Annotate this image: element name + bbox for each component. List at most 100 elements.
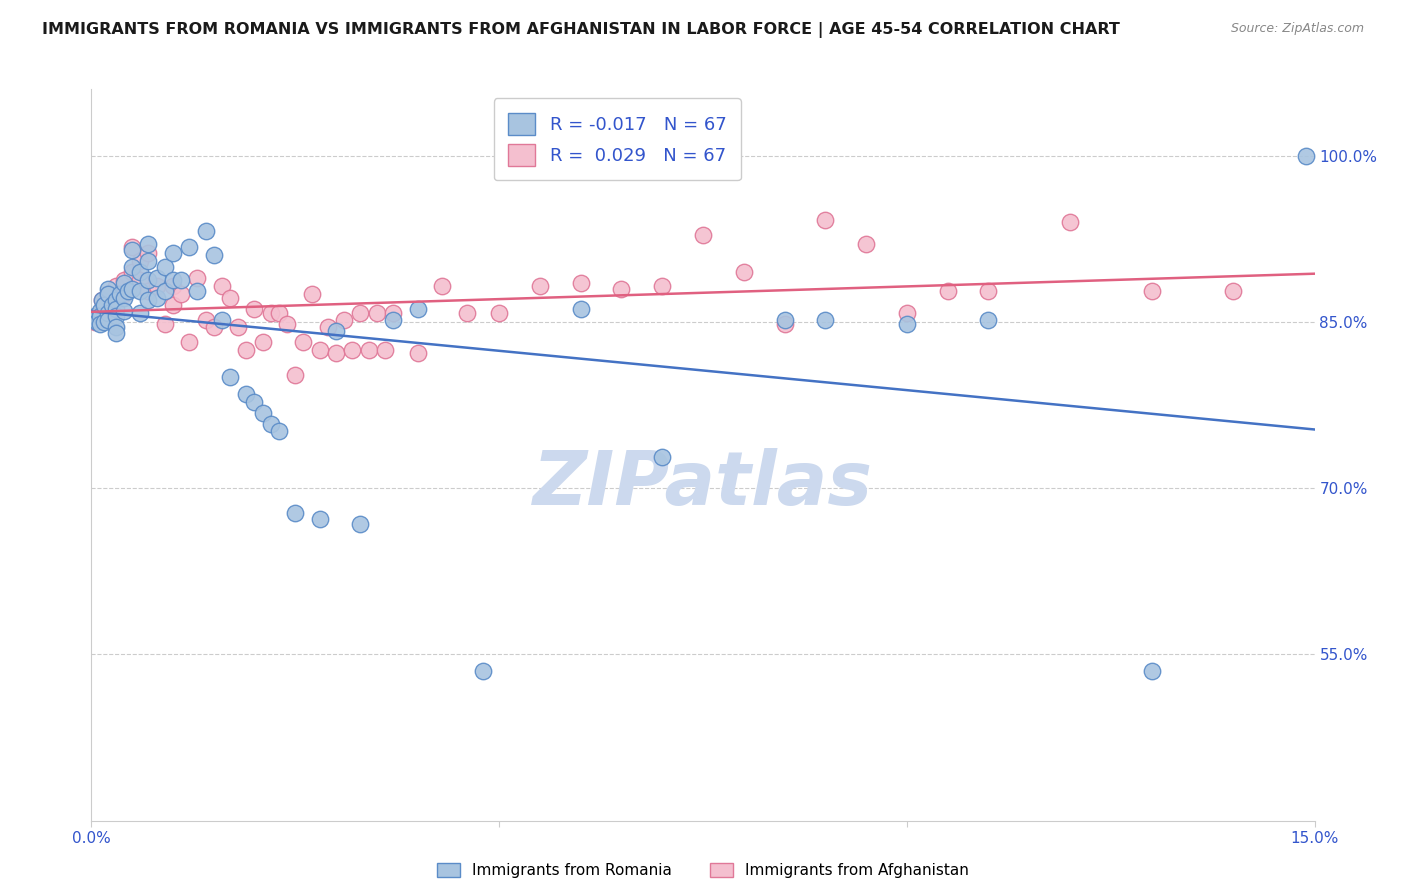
Point [138, 273, 160, 287]
Point [301, 287, 323, 301]
Point [692, 228, 714, 243]
Text: ZIPatlas: ZIPatlas [533, 448, 873, 521]
Point [104, 326, 127, 340]
Point [651, 450, 673, 464]
Point [252, 406, 274, 420]
Point [235, 387, 257, 401]
Legend: Immigrants from Romania, Immigrants from Afghanistan: Immigrants from Romania, Immigrants from… [430, 857, 976, 884]
Point [170, 287, 193, 301]
Point [84, 310, 107, 324]
Point [733, 265, 755, 279]
Point [121, 243, 143, 257]
Point [252, 334, 274, 349]
Point [325, 346, 347, 360]
Point [145, 279, 167, 293]
Point [145, 270, 167, 285]
Point [93, 298, 115, 312]
Point [260, 306, 283, 320]
Point [773, 317, 796, 331]
Point [121, 265, 143, 279]
Point [104, 310, 127, 324]
Point [308, 512, 330, 526]
Point [773, 312, 796, 326]
Point [162, 273, 184, 287]
Point [104, 279, 127, 293]
Point [374, 343, 396, 357]
Point [276, 317, 298, 331]
Point [292, 334, 315, 349]
Point [89, 310, 111, 324]
Point [382, 306, 405, 320]
Point [89, 303, 111, 318]
Point [138, 237, 160, 252]
Point [488, 306, 510, 320]
Point [138, 293, 160, 307]
Point [89, 306, 111, 320]
Point [333, 312, 356, 326]
Point [104, 293, 127, 307]
Point [651, 279, 673, 293]
Point [211, 279, 233, 293]
Point [226, 320, 249, 334]
Point [97, 287, 120, 301]
Point [179, 239, 201, 253]
Point [162, 246, 184, 260]
Point [284, 506, 307, 520]
Point [97, 287, 120, 301]
Point [138, 246, 160, 260]
Point [569, 276, 592, 290]
Point [129, 254, 152, 268]
Point [267, 424, 290, 438]
Point [814, 312, 837, 326]
Point [1059, 215, 1081, 229]
Point [121, 239, 143, 253]
Point [129, 265, 152, 279]
Point [430, 279, 453, 293]
Point [89, 317, 111, 331]
Point [129, 306, 152, 320]
Point [170, 273, 193, 287]
Point [104, 293, 127, 307]
Point [101, 298, 124, 312]
Point [342, 343, 364, 357]
Point [97, 306, 120, 320]
Point [406, 346, 429, 360]
Point [456, 306, 478, 320]
Point [349, 516, 371, 531]
Point [162, 279, 184, 293]
Point [357, 343, 380, 357]
Point [138, 284, 160, 298]
Point [1140, 664, 1163, 678]
Point [896, 306, 918, 320]
Point [325, 324, 347, 338]
Point [104, 320, 127, 334]
Point [382, 312, 405, 326]
Point [349, 306, 371, 320]
Point [97, 312, 120, 326]
Point [162, 298, 184, 312]
Point [936, 284, 959, 298]
Point [814, 213, 837, 227]
Point [202, 320, 225, 334]
Point [977, 312, 1000, 326]
Point [267, 306, 290, 320]
Point [97, 282, 120, 296]
Point [211, 312, 233, 326]
Point [91, 293, 114, 307]
Point [1140, 284, 1163, 298]
Point [406, 301, 429, 316]
Point [316, 320, 339, 334]
Point [235, 343, 257, 357]
Point [86, 310, 108, 324]
Point [855, 237, 877, 252]
Point [112, 287, 135, 301]
Point [219, 291, 242, 305]
Point [117, 284, 139, 298]
Point [112, 273, 135, 287]
Point [83, 315, 105, 329]
Point [194, 224, 217, 238]
Point [219, 370, 242, 384]
Point [121, 260, 143, 274]
Legend: R = -0.017   N = 67, R =  0.029   N = 67: R = -0.017 N = 67, R = 0.029 N = 67 [494, 98, 741, 180]
Point [1295, 149, 1317, 163]
